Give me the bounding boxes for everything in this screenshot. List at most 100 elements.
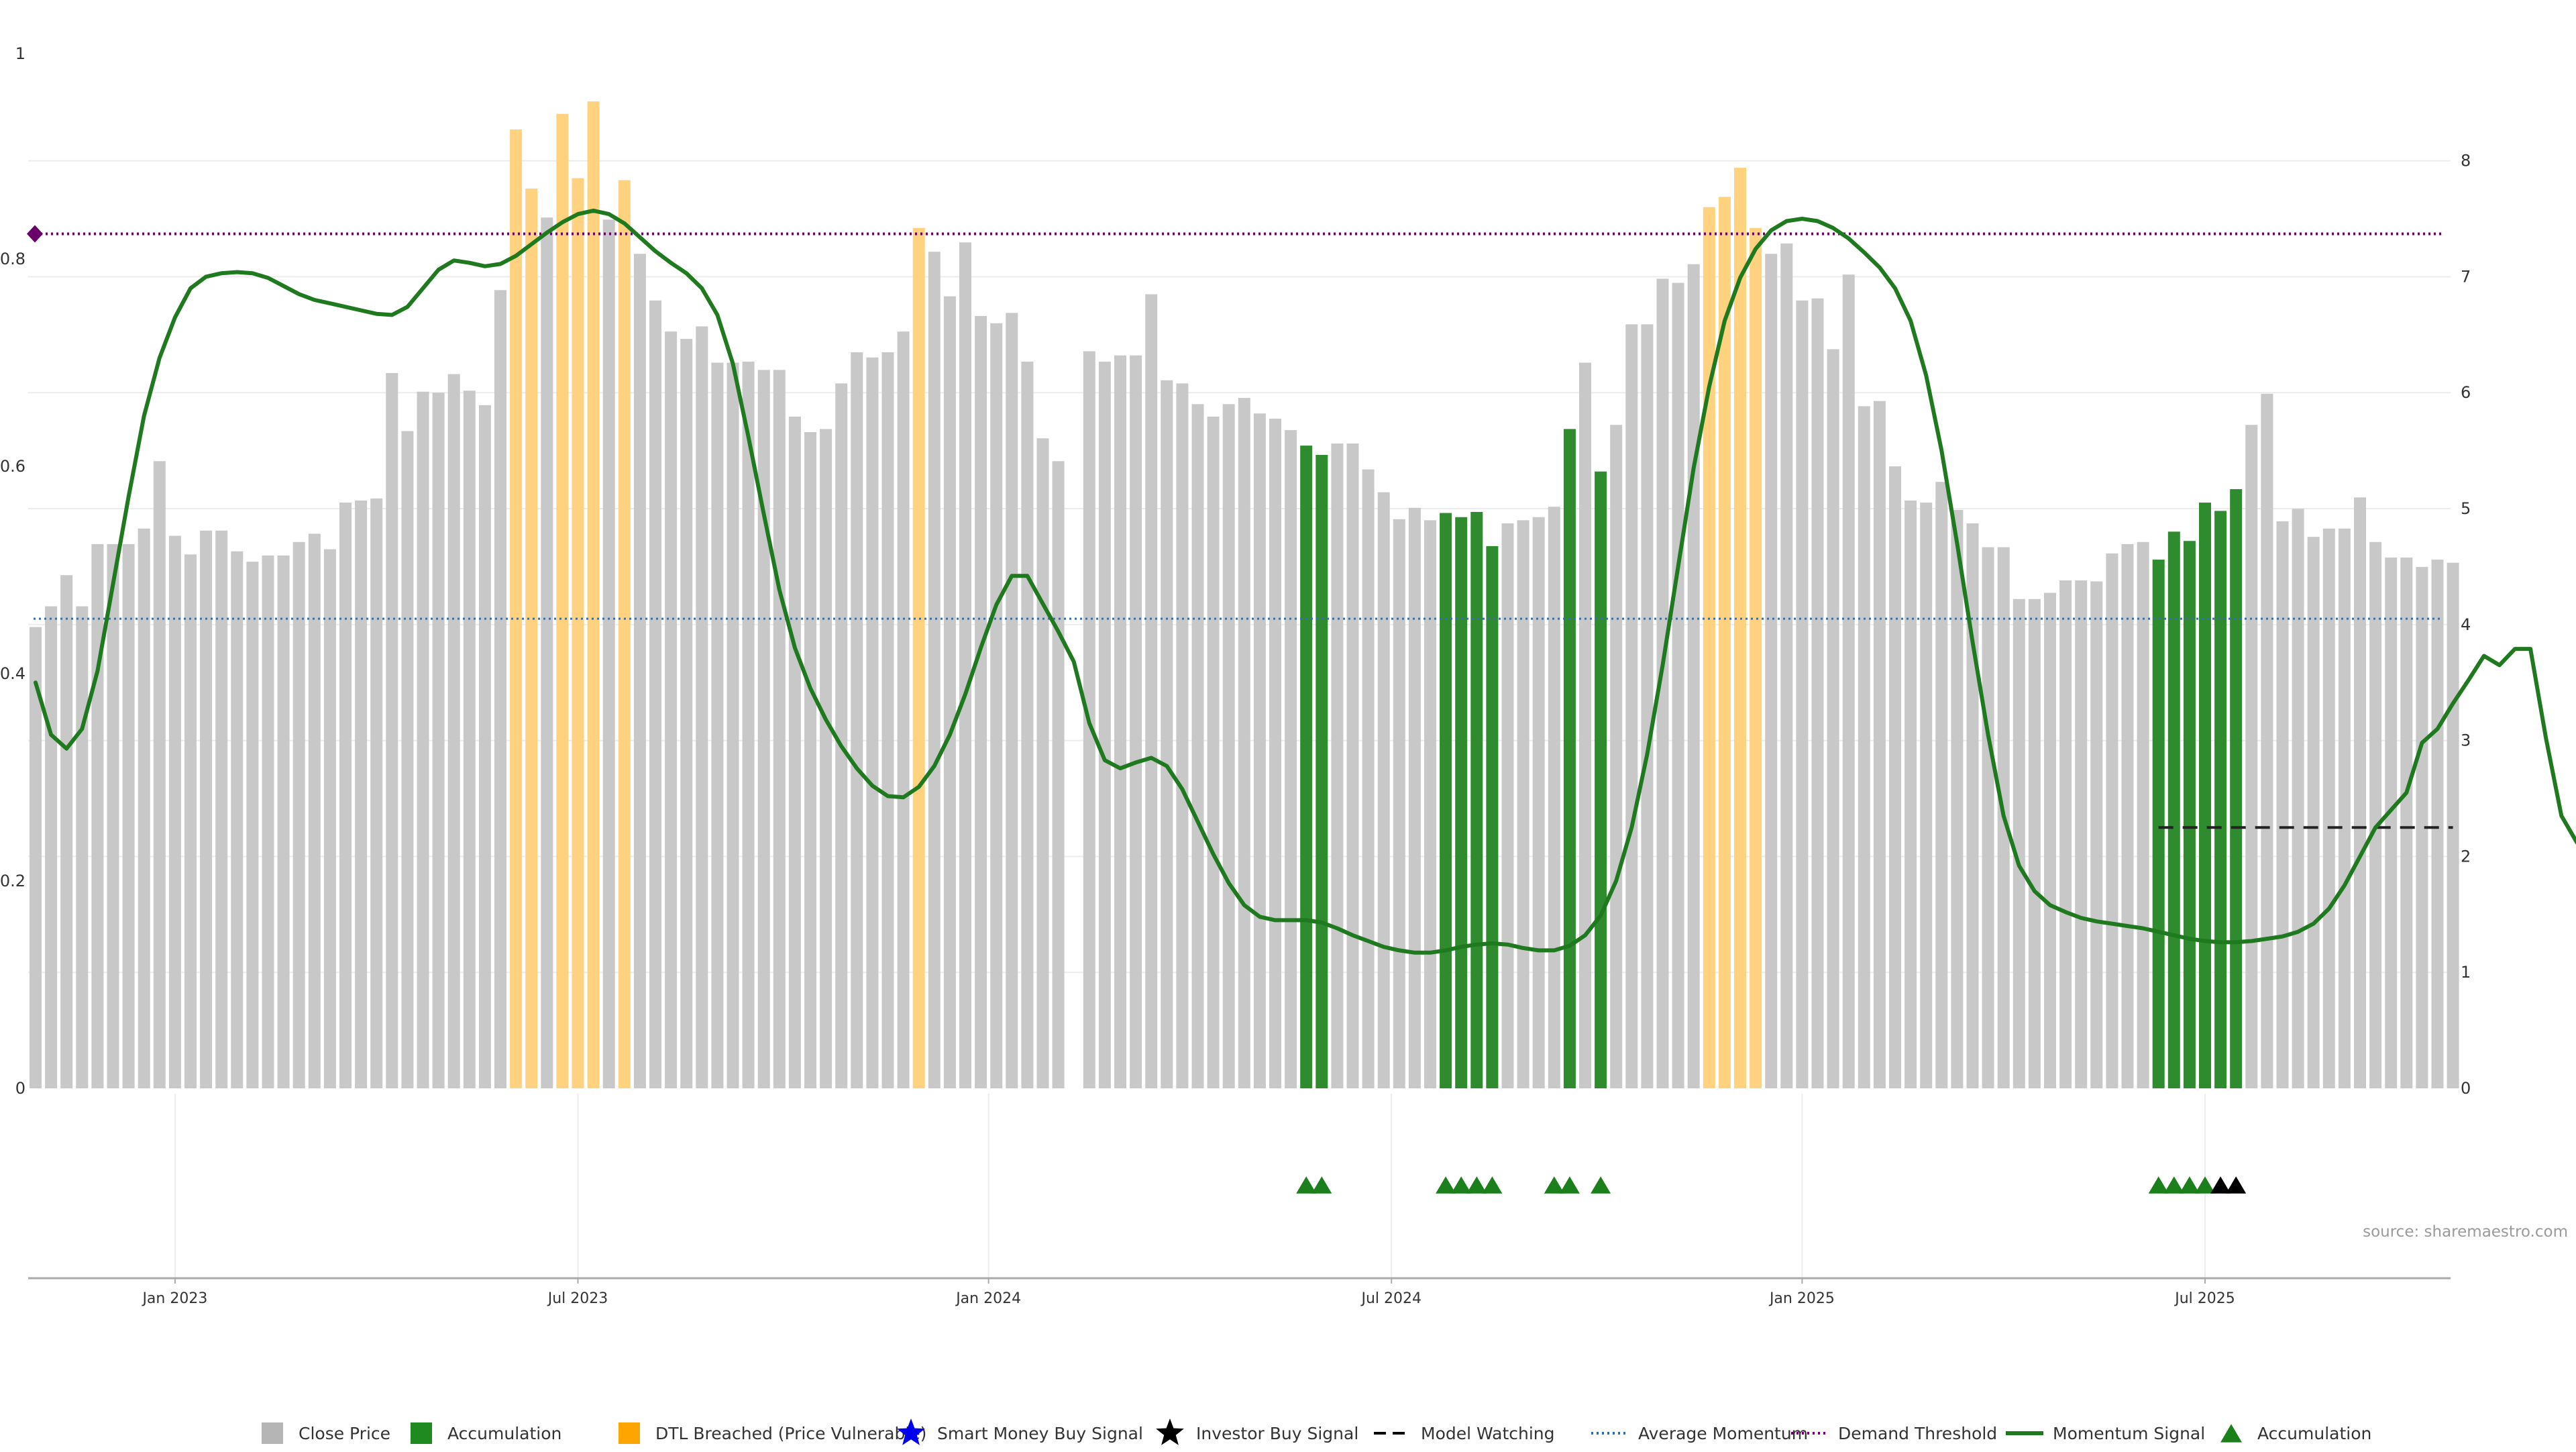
close-price-bar	[897, 331, 910, 1088]
accumulation-bar	[1563, 429, 1576, 1088]
bar-layer	[30, 101, 2459, 1089]
legend-label: Model Watching	[1421, 1424, 1555, 1443]
x-axis-tick-label: Jan 2023	[141, 1290, 207, 1307]
close-price-bar	[1501, 523, 1514, 1088]
close-price-bar	[866, 357, 879, 1088]
close-price-bar	[2307, 537, 2320, 1088]
close-price-bar	[1098, 361, 1111, 1088]
close-price-bar	[1873, 401, 1886, 1088]
close-price-bar	[432, 393, 445, 1089]
legend-label: Accumulation	[447, 1424, 561, 1443]
close-price-bar	[680, 338, 693, 1089]
close-price-bar	[478, 405, 491, 1088]
close-price-bar	[1424, 520, 1436, 1088]
left-axis-tick-label: 0.8	[0, 250, 25, 268]
accumulation-bar	[2230, 488, 2243, 1088]
x-axis-tick-label: Jul 2024	[1360, 1290, 1421, 1307]
accumulation-bar	[1455, 517, 1468, 1088]
close-price-bar	[788, 416, 801, 1088]
close-price-bar	[804, 432, 816, 1088]
legend-triangle-icon	[2220, 1424, 2242, 1443]
close-price-bar	[835, 383, 848, 1088]
close-price-bar	[1811, 298, 1824, 1089]
x-axis-tick-label: Jul 2025	[2174, 1290, 2235, 1307]
right-axis-tick-label: 3	[2461, 731, 2471, 750]
close-price-bar	[2431, 560, 2444, 1088]
close-price-bar	[2121, 543, 2134, 1088]
legend-label: Smart Money Buy Signal	[937, 1424, 1143, 1443]
close-price-bar	[277, 555, 290, 1088]
close-price-bar	[1253, 413, 1266, 1088]
accumulation-bar	[1316, 455, 1328, 1088]
close-price-bar	[2044, 592, 2056, 1088]
accumulation-marker	[2179, 1176, 2200, 1194]
right-axis-tick-label: 6	[2461, 383, 2471, 402]
close-price-bar	[2322, 528, 2335, 1088]
x-axis-tick-label: Jan 2024	[955, 1290, 1021, 1307]
close-price-bar	[308, 533, 321, 1088]
close-price-bar	[1765, 254, 1778, 1088]
dtl-breached-bar	[1718, 197, 1731, 1088]
legend-item: Demand Threshold	[1791, 1424, 1997, 1443]
accumulation-marker	[1436, 1176, 1456, 1194]
dtl-breached-bar	[587, 101, 600, 1088]
right-axis-tick-label: 2	[2461, 847, 2471, 866]
close-price-bar	[1842, 274, 1855, 1088]
close-price-bar	[959, 242, 971, 1088]
close-price-bar	[2012, 599, 2025, 1088]
close-price-bar	[246, 562, 259, 1088]
close-price-bar	[2137, 541, 2149, 1088]
marker-layer	[1296, 1176, 2247, 1194]
close-price-bar	[1796, 300, 1809, 1088]
close-price-bar	[370, 498, 383, 1088]
close-price-bar	[1641, 324, 1654, 1089]
close-price-bar	[2090, 581, 2103, 1088]
close-price-bar	[1951, 509, 1964, 1088]
close-price-bar	[2276, 521, 2289, 1088]
close-price-bar	[417, 391, 429, 1088]
axis-layer: 0 0.2 0.4 0.6 0.8 1 0 1 2 3 4 5 6 7 8 Jan 2023 Jul 2023 J…	[0, 44, 2471, 1307]
right-axis-tick-label: 8	[2461, 152, 2471, 170]
close-price-bar	[2369, 541, 2382, 1088]
dtl-breached-bar	[618, 180, 631, 1089]
legend-item: Accumulation	[411, 1422, 561, 1444]
accumulation-marker	[2195, 1176, 2215, 1194]
accumulation-marker	[2163, 1176, 2184, 1194]
legend-star-icon	[1156, 1418, 1184, 1445]
close-price-bar	[2261, 393, 2273, 1088]
close-price-bar	[665, 331, 678, 1088]
close-price-bar	[1052, 461, 1065, 1088]
close-price-bar	[851, 352, 863, 1088]
close-price-bar	[2416, 566, 2428, 1088]
close-price-bar	[184, 554, 197, 1088]
close-price-bar	[975, 315, 987, 1089]
close-price-bar	[200, 530, 213, 1088]
close-price-bar	[757, 370, 770, 1089]
legend-item: Smart Money Buy Signal	[897, 1418, 1143, 1445]
accumulation-bar	[1300, 446, 1313, 1088]
accumulation-bar	[2199, 503, 2211, 1088]
accumulation-marker	[1559, 1176, 1580, 1194]
close-price-bar	[1377, 492, 1390, 1088]
accumulation-bar	[1470, 511, 1483, 1088]
close-price-bar	[386, 372, 398, 1089]
legend-swatch	[619, 1422, 640, 1444]
right-axis-tick-label: 4	[2461, 615, 2471, 634]
legend-item: Investor Buy Signal	[1156, 1418, 1358, 1445]
close-price-bar	[990, 323, 1003, 1088]
close-price-bar	[696, 326, 708, 1088]
close-price-bar	[30, 627, 42, 1088]
dtl-breached-bar	[1703, 207, 1715, 1088]
close-price-bar	[1548, 507, 1560, 1088]
close-price-bar	[447, 374, 460, 1088]
close-price-bar	[773, 370, 786, 1089]
legend-label: Average Momentum	[1638, 1424, 1808, 1443]
close-price-bar	[231, 551, 244, 1088]
demand-threshold-marker	[27, 225, 43, 243]
close-price-bar	[107, 543, 119, 1088]
close-price-bar	[1176, 383, 1189, 1088]
close-price-bar	[1393, 519, 1405, 1088]
close-price-bar	[2059, 580, 2072, 1088]
accumulation-marker	[1296, 1176, 1317, 1194]
left-axis-tick-label: 0.4	[0, 664, 25, 683]
